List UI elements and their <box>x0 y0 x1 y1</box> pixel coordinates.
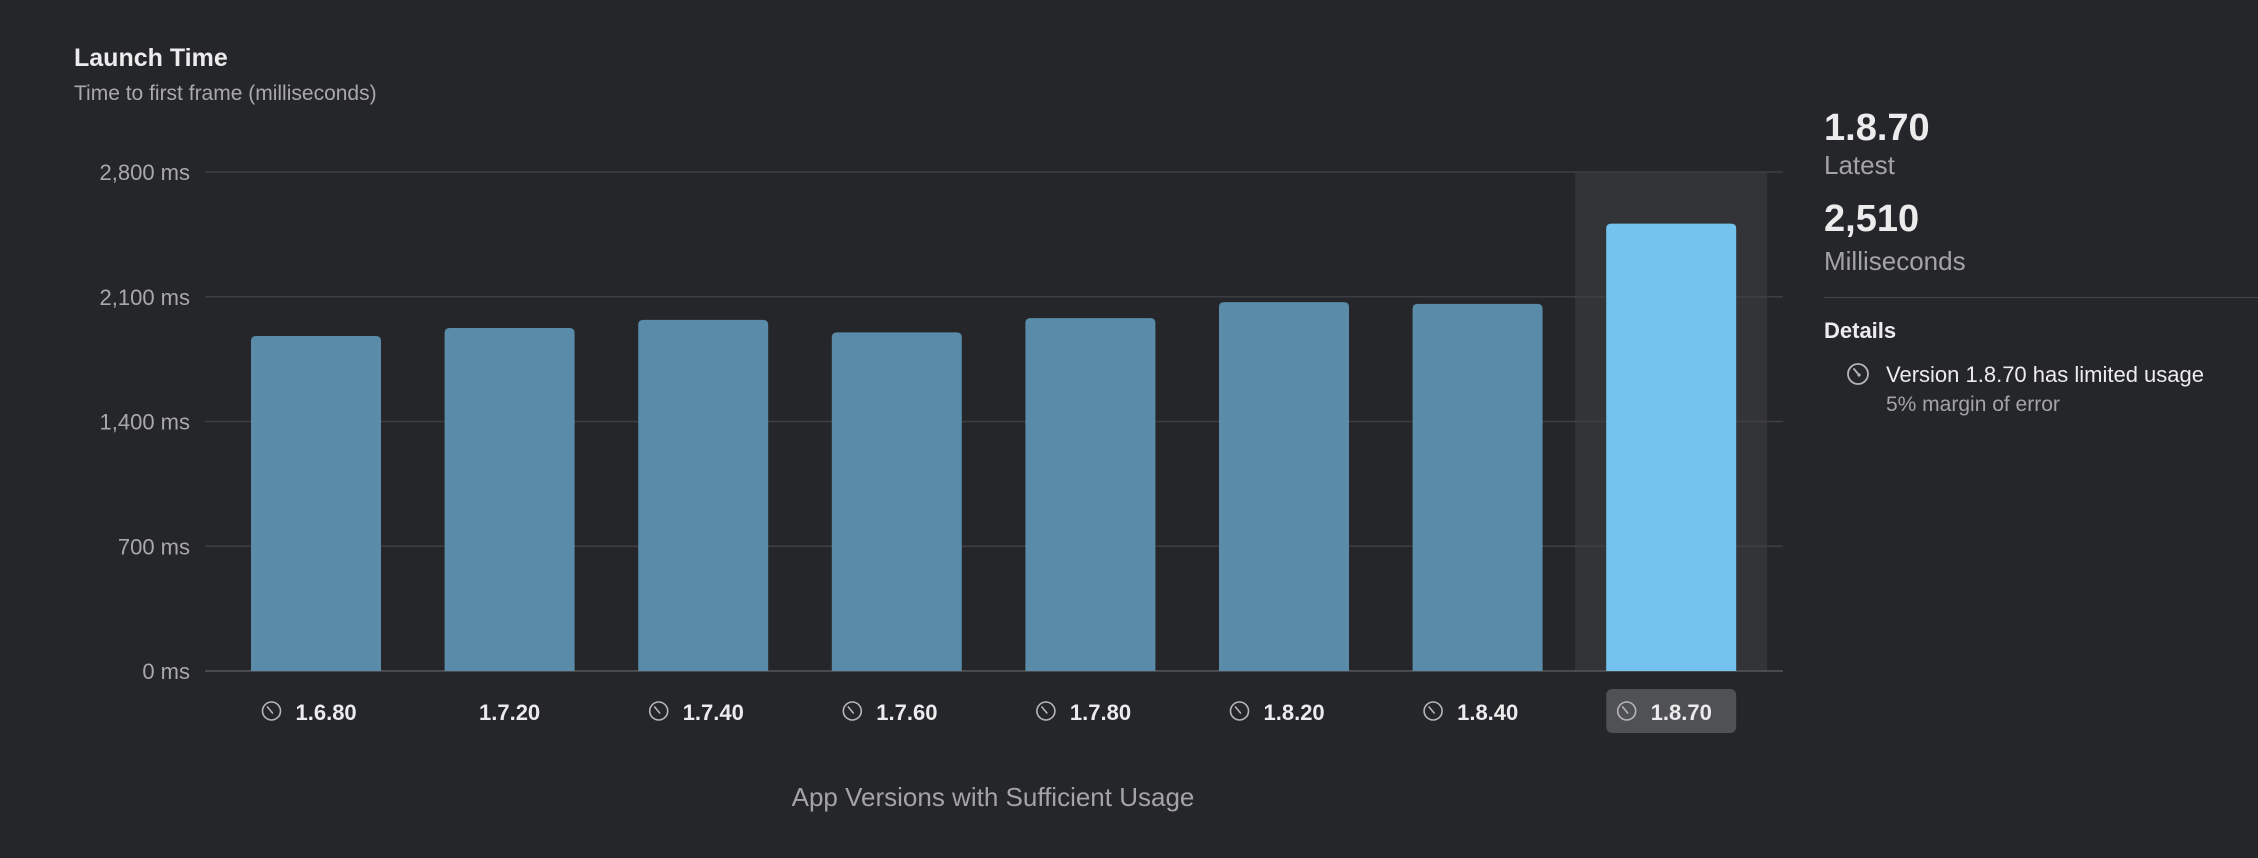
gauge-icon <box>842 701 863 721</box>
gauge-icon <box>261 701 282 721</box>
bar <box>1025 318 1156 671</box>
y-tick-label: 700 ms <box>118 534 190 559</box>
selected-value-caption: Milliseconds <box>1824 246 1966 276</box>
x-axis-label: App Versions with Sufficient Usage <box>791 782 1195 812</box>
selected-version: 1.8.70 <box>1824 107 1930 149</box>
gauge-icon <box>1423 701 1443 721</box>
bar <box>1412 303 1543 671</box>
x-tick-label: 1.7.20 <box>479 700 540 725</box>
x-tick-label: 1.7.80 <box>1070 700 1131 725</box>
x-tick-label: 1.7.40 <box>683 700 744 725</box>
x-tick-label: 1.8.40 <box>1457 700 1518 725</box>
bar <box>444 327 575 671</box>
gauge-icon <box>1847 363 1869 385</box>
selected-version-caption: Latest <box>1824 150 1895 180</box>
chart-title: Launch Time <box>74 44 228 72</box>
y-tick-label: 2,800 ms <box>100 160 191 185</box>
y-tick-label: 0 ms <box>142 659 190 684</box>
x-tick-label: 1.7.60 <box>876 700 937 725</box>
x-tick-label: 1.8.20 <box>1264 700 1325 725</box>
gauge-icon <box>1616 701 1637 721</box>
bar <box>638 319 769 671</box>
bar-chart: 0 ms 700 ms 1,400 ms 2,100 ms 2,800 ms 1.6.80… <box>100 160 1783 733</box>
bar <box>1219 302 1349 671</box>
x-tick-label: 1.6.80 <box>296 700 357 725</box>
bar <box>1606 223 1737 672</box>
y-tick-label: 1,400 ms <box>100 410 191 435</box>
y-tick-label: 2,100 ms <box>100 285 191 310</box>
bar <box>251 335 381 671</box>
selected-tick-highlight <box>1606 689 1737 733</box>
details-heading: Details <box>1824 318 1897 343</box>
gauge-icon <box>1229 701 1250 721</box>
selected-value: 2,510 <box>1824 198 1920 240</box>
bar <box>831 332 962 671</box>
sidebar-divider <box>1824 297 2258 298</box>
gauge-icon <box>1036 701 1056 721</box>
chart-subtitle: Time to first frame (milliseconds) <box>74 82 377 105</box>
detail-text: Version 1.8.70 has limited usage <box>1886 362 2204 387</box>
gauge-icon <box>648 701 669 721</box>
x-tick-label: 1.8.70 <box>1651 700 1712 725</box>
detail-subtext: 5% margin of error <box>1886 393 2060 416</box>
